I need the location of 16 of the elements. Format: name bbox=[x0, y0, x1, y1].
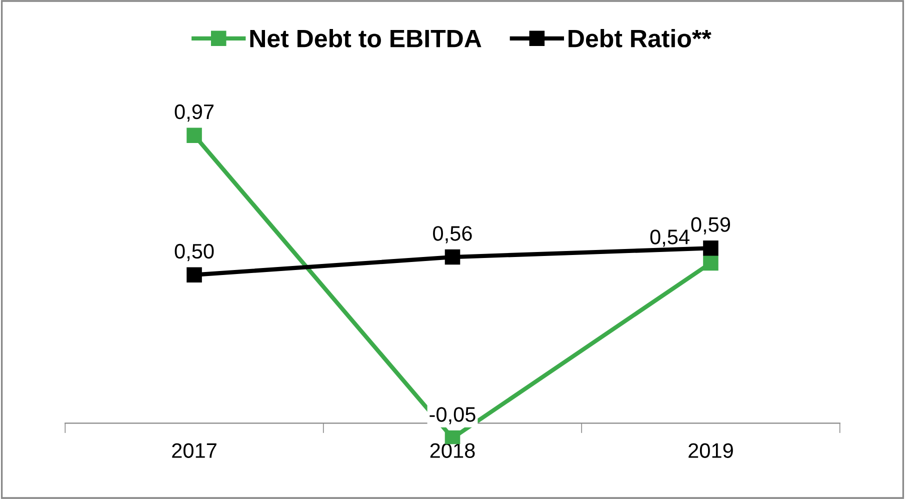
data-label: 0,97 bbox=[174, 104, 214, 122]
point bbox=[186, 267, 202, 282]
legend-label: Net Debt to EBITDA bbox=[250, 29, 482, 48]
x-tick-label: 2019 bbox=[688, 443, 733, 458]
data-label: 0,56 bbox=[433, 226, 472, 244]
point bbox=[703, 255, 718, 271]
data-label: 0,59 bbox=[691, 217, 730, 234]
point bbox=[186, 128, 202, 144]
point bbox=[444, 249, 460, 265]
point bbox=[703, 240, 718, 256]
x-tick-label: 2018 bbox=[430, 443, 475, 458]
data-label: -0,05 bbox=[430, 407, 476, 424]
data-label: 0,50 bbox=[174, 244, 214, 262]
x-tick-label: 2017 bbox=[172, 443, 216, 458]
data-label: 0,54 bbox=[650, 230, 690, 247]
legend-label: Debt Ratio** bbox=[568, 29, 712, 48]
